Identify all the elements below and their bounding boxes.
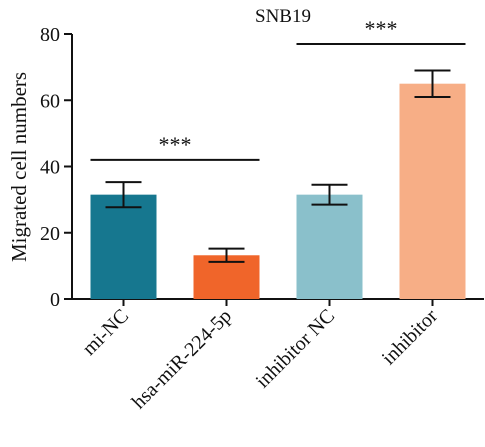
- category-label: hsa-miR-224-5p: [128, 305, 236, 413]
- category-label: mi-NC: [78, 305, 133, 360]
- y-tick-label: 60: [40, 90, 60, 112]
- y-axis-label: Migrated cell numbers: [7, 72, 31, 262]
- category-label: inhibitor NC: [252, 305, 339, 392]
- significance-label: ***: [365, 16, 398, 41]
- error-bars: [105, 69, 451, 263]
- significance-label: ***: [159, 132, 192, 157]
- significance-markers: *** ***: [90, 16, 466, 161]
- y-ticks: 0 20 40 60 80: [40, 24, 72, 311]
- bar: [296, 194, 363, 299]
- y-tick-label: 40: [40, 157, 60, 179]
- bars: [90, 83, 466, 299]
- y-tick-label: 0: [50, 289, 60, 311]
- bar: [90, 194, 157, 299]
- bar: [399, 83, 466, 299]
- y-tick-label: 80: [40, 24, 60, 46]
- y-tick-label: 20: [40, 223, 60, 245]
- chart-title: SNB19: [255, 6, 311, 27]
- category-label: inhibitor: [378, 305, 443, 370]
